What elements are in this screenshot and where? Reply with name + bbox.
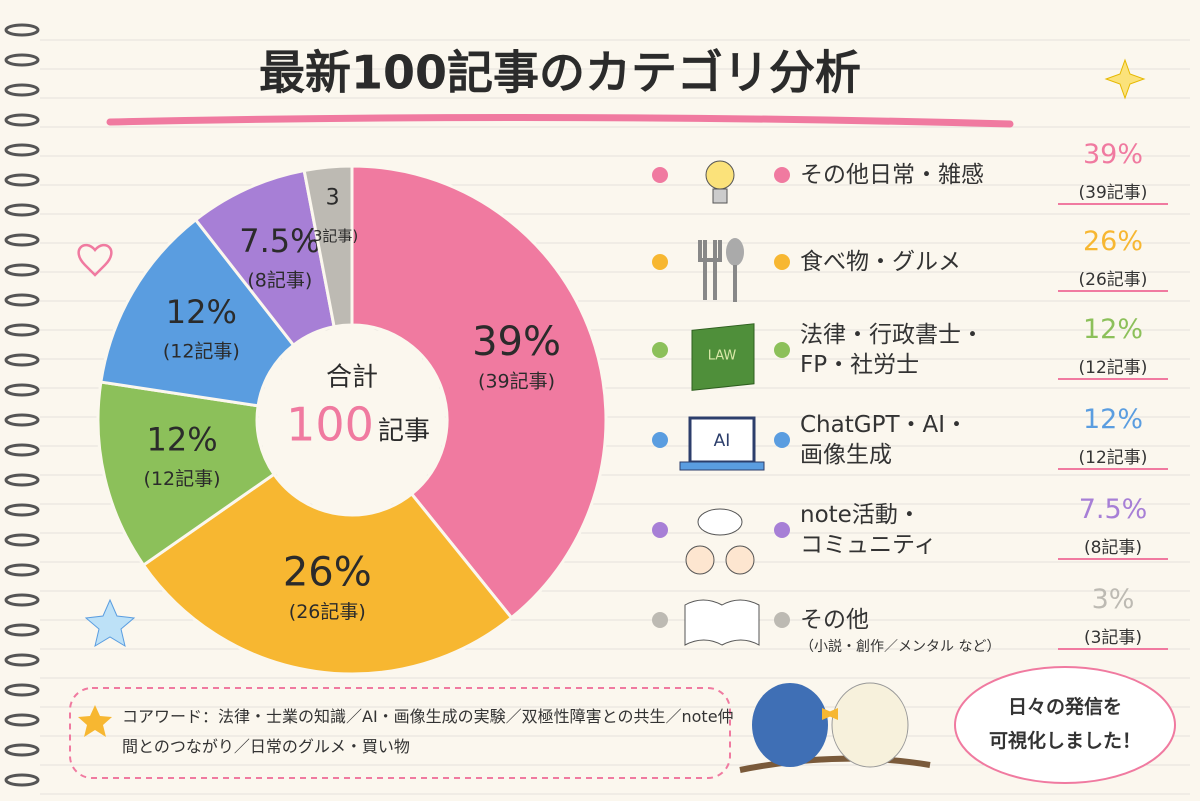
ring xyxy=(4,443,40,457)
legend-value: 3% xyxy=(1091,584,1135,615)
slice-count: (12記事) xyxy=(144,468,221,490)
slice-label: 12% xyxy=(166,293,237,331)
ring xyxy=(4,23,40,37)
ring xyxy=(4,173,40,187)
slice-label: 7.5% xyxy=(239,222,320,260)
icon-text: AI xyxy=(714,431,731,451)
keyword-star xyxy=(78,705,112,737)
legend-dot xyxy=(652,342,668,358)
slice-count: (8記事) xyxy=(247,270,312,292)
ring xyxy=(4,143,40,157)
legend-value: 39% xyxy=(1082,139,1143,170)
legend-label: 法律・行政書士・ FP・社労士 xyxy=(800,322,984,378)
ring xyxy=(4,53,40,67)
ring xyxy=(4,233,40,247)
star xyxy=(84,598,136,648)
legend-value: 12% xyxy=(1082,404,1143,435)
slice xyxy=(350,164,608,620)
slice-count: (26記事) xyxy=(289,601,366,623)
legend-count: (12記事) xyxy=(1058,443,1168,470)
ring xyxy=(4,203,40,217)
slice-label: 26% xyxy=(283,550,372,596)
legend-dot xyxy=(652,432,668,448)
legend-dot xyxy=(774,432,790,448)
slice-count: (12記事) xyxy=(163,340,240,362)
birds xyxy=(739,682,931,773)
keyword-box xyxy=(69,687,731,779)
heart xyxy=(77,243,113,277)
legend-dot xyxy=(652,167,668,183)
legend-note: （小説・創作／メンタル など） xyxy=(800,639,1001,655)
ring xyxy=(4,593,40,607)
legend-dot xyxy=(774,612,790,628)
legend-label: ChatGPT・AI・ 画像生成 xyxy=(800,412,969,468)
legend-dot xyxy=(774,254,790,270)
ring xyxy=(4,293,40,307)
donut-hole xyxy=(259,327,445,513)
legend-count: (8記事) xyxy=(1058,533,1168,560)
center-unit: 記事 xyxy=(378,417,430,447)
ring xyxy=(4,653,40,667)
ring xyxy=(4,353,40,367)
legend-dot xyxy=(774,522,790,538)
ring xyxy=(4,773,40,787)
slice-count: (39記事) xyxy=(478,370,555,392)
slice-label: 39% xyxy=(472,319,561,365)
legend-dot xyxy=(774,342,790,358)
slice xyxy=(141,472,514,676)
slice xyxy=(302,164,354,329)
ring xyxy=(4,413,40,427)
ring xyxy=(4,563,40,577)
legend-label: note活動・ コミュニティ xyxy=(800,502,937,558)
ring xyxy=(4,713,40,727)
slice-label: 3 xyxy=(326,185,340,210)
legend-value: 12% xyxy=(1082,314,1143,345)
ring xyxy=(4,683,40,697)
ring xyxy=(4,383,40,397)
ring xyxy=(4,473,40,487)
legend-label: その他日常・雑感 xyxy=(800,162,984,188)
sparkle xyxy=(1104,58,1146,100)
slice-label: 12% xyxy=(146,421,217,459)
legend-dot xyxy=(774,167,790,183)
keywords: コアワード：法律・士業の知識／AI・画像生成の実験／双極性障害との共生／note… xyxy=(122,707,734,756)
ring xyxy=(4,113,40,127)
legend-count: (12記事) xyxy=(1058,353,1168,380)
ring xyxy=(4,623,40,637)
center-total: 100 xyxy=(286,398,374,452)
legend-count: (39記事) xyxy=(1058,178,1168,205)
slice-count: (3記事) xyxy=(307,227,358,245)
ring xyxy=(4,83,40,97)
legend-count: (26記事) xyxy=(1058,265,1168,292)
legend-value: 7.5% xyxy=(1078,494,1148,525)
ring xyxy=(4,533,40,547)
center-label: 合計 xyxy=(326,363,378,393)
legend-value: 26% xyxy=(1082,226,1143,257)
title-underline xyxy=(106,113,1014,128)
speech-text: 日々の発信を 可視化しました！ xyxy=(988,696,1141,752)
legend-dot xyxy=(652,612,668,628)
ring xyxy=(4,503,40,517)
slice xyxy=(99,217,296,408)
ring xyxy=(4,743,40,757)
chart-title: 最新100記事のカテゴリ分析 xyxy=(259,46,861,100)
ring xyxy=(4,323,40,337)
legend-count: (3記事) xyxy=(1058,623,1168,650)
legend-label: 食べ物・グルメ xyxy=(800,249,961,275)
slice xyxy=(96,380,277,568)
legend-dot xyxy=(652,254,668,270)
legend-dot xyxy=(652,522,668,538)
legend-label: その他 xyxy=(800,607,869,633)
legend-icons: LAW AI xyxy=(679,160,765,646)
icon-text: LAW xyxy=(708,349,737,364)
speech-bubble xyxy=(954,666,1176,784)
ring xyxy=(4,263,40,277)
